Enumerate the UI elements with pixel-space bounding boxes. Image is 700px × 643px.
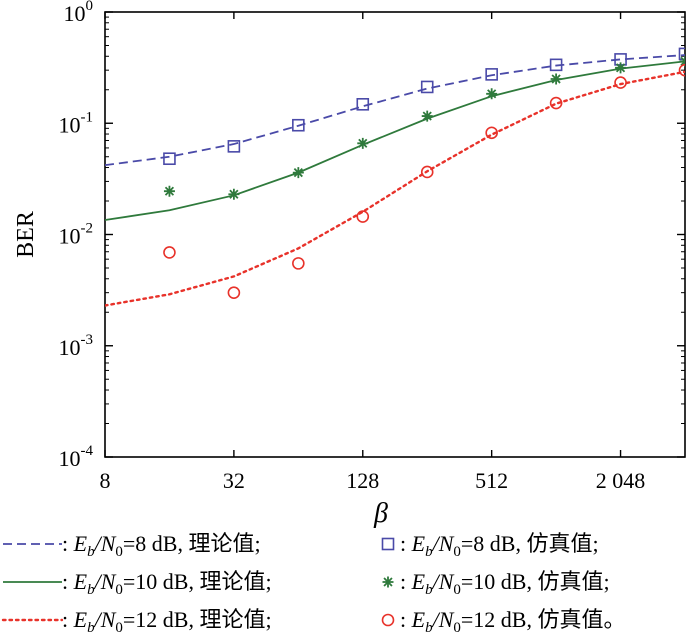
y-tick-label: 10-4 [59,443,94,471]
data-point-sim-8 [485,68,498,81]
legend-label-theory-12: : Eb/N0=12 dB, 理论值; [62,607,272,636]
data-point-sim-12 [485,126,498,140]
series-line-theory-8 [105,54,685,167]
series-layer [105,47,685,307]
data-point-sim-10 [486,88,498,100]
data-point-sim-8 [227,140,241,153]
data-point-sim-8 [549,58,563,72]
data-point-sim-8 [356,98,370,111]
data-point-sim-8 [678,47,685,61]
legend-marker-sim-10 [382,576,394,588]
plot-area [104,11,686,458]
series-line-theory-12 [105,70,685,307]
data-point-sim-12 [163,246,176,259]
data-point-sim-10 [550,73,562,85]
legend-label-sim-12: : Eb/N0=12 dB, 仿真值。 [400,607,625,636]
legend-label-theory-10: : Eb/N0=10 dB, 理论值; [62,569,272,598]
data-point-sim-8 [292,118,305,132]
x-tick-label: 8 [100,468,111,493]
x-tick-label: 512 [475,468,508,493]
data-point-sim-12 [292,257,305,270]
data-point-sim-12 [420,165,434,179]
legend: : Eb/N0=8 dB, 理论值; : Eb/N0=10 dB, 理论值; : E… [1,531,625,636]
data-point-sim-12 [227,286,241,299]
y-tick-label: 10-3 [59,332,94,360]
data-point-sim-12 [614,76,627,89]
y-axis-label: BER [13,211,39,258]
series-sim-10 [163,55,685,200]
y-tick-label: 10-2 [59,221,94,249]
data-point-sim-10 [163,185,175,197]
x-tick-label: 2 048 [596,468,646,493]
data-point-sim-10 [357,137,369,149]
y-tick-label: 100 [64,0,94,26]
data-point-sim-10 [421,110,433,122]
series-sim-8 [163,47,685,166]
axis-ticks: 8 32 128 512 2 048 100 10-1 10-2 10-3 10-4 [59,0,685,493]
legend-label-sim-10: : Eb/N0=10 dB, 仿真值; [400,569,610,598]
legend-marker-sim-12 [381,613,395,627]
data-point-sim-12 [678,63,685,77]
legend-label-sim-8: : Eb/N0=8 dB, 仿真值; [400,531,599,560]
x-axis-label: β [373,498,388,529]
data-point-sim-10 [228,188,240,200]
plot-frame-box [104,11,686,458]
series-sim-12 [163,63,685,299]
legend-marker-sim-8 [381,537,395,551]
data-point-sim-10 [292,167,304,179]
data-point-sim-12 [356,210,370,223]
data-point-sim-8 [420,80,434,94]
series-theory-12 [105,70,685,307]
data-point-sim-10 [615,62,627,74]
series-theory-8 [105,54,685,167]
data-point-sim-8 [163,152,176,166]
series-theory-10 [105,60,685,221]
y-tick-label: 10-1 [59,109,94,137]
x-tick-label: 32 [223,468,245,493]
legend-label-theory-8: : Eb/N0=8 dB, 理论值; [62,531,261,560]
series-line-theory-10 [105,60,685,221]
data-point-sim-12 [549,96,563,110]
x-tick-label: 128 [346,468,379,493]
